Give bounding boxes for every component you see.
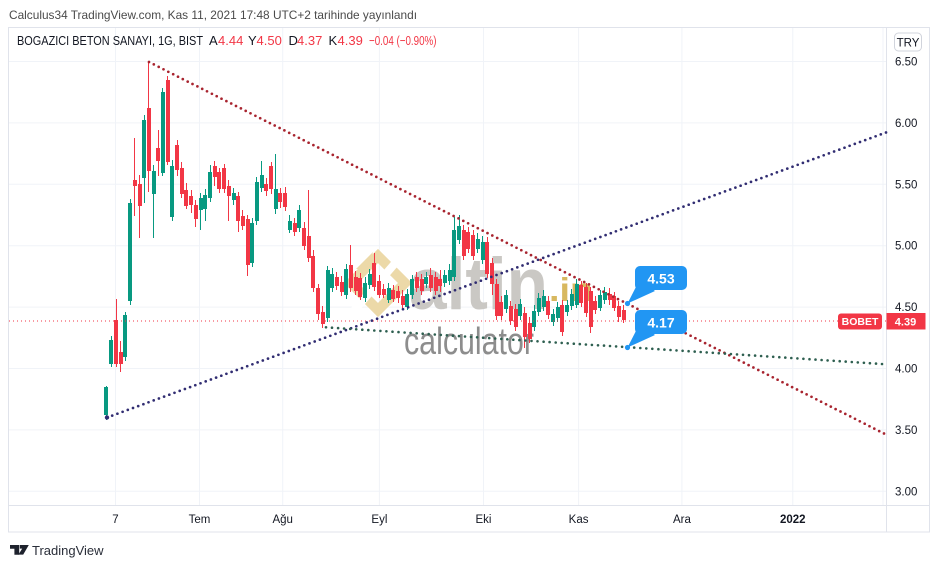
svg-text:Ara: Ara: [673, 514, 692, 526]
svg-text:6.00: 6.00: [895, 118, 917, 130]
svg-text:2022: 2022: [780, 514, 806, 526]
svg-text:TRY: TRY: [897, 38, 920, 50]
svg-text:4.39: 4.39: [895, 317, 916, 329]
svg-text:4.00: 4.00: [895, 364, 917, 376]
svg-text:Y: Y: [248, 33, 257, 48]
svg-text:Calculus34 TradingView.com, Ka: Calculus34 TradingView.com, Kas 11, 2021…: [9, 8, 417, 22]
svg-text:−0.04 (−0.90%): −0.04 (−0.90%): [369, 33, 437, 48]
svg-text:Eki: Eki: [476, 514, 492, 526]
svg-text:4.39: 4.39: [338, 33, 363, 48]
svg-text:BOGAZICI BETON SANAYI, 1G, BIS: BOGAZICI BETON SANAYI, 1G, BIST: [17, 33, 203, 48]
svg-text:4.37: 4.37: [297, 33, 322, 48]
svg-text:3.50: 3.50: [895, 425, 917, 437]
svg-text:K: K: [329, 33, 338, 48]
svg-text:3.00: 3.00: [895, 486, 917, 498]
svg-text:TradingView: TradingView: [32, 543, 104, 558]
svg-text:4.44: 4.44: [218, 33, 243, 48]
svg-text:4.17: 4.17: [647, 315, 674, 331]
svg-text:BOBET: BOBET: [842, 316, 879, 328]
svg-text:5.50: 5.50: [895, 179, 917, 191]
svg-text:Tem: Tem: [189, 514, 211, 526]
svg-text:7: 7: [112, 514, 118, 526]
svg-text:D: D: [289, 33, 298, 48]
svg-text:A: A: [209, 33, 218, 48]
svg-text:Kas: Kas: [569, 514, 589, 526]
svg-text:4.50: 4.50: [895, 302, 917, 314]
svg-text:4.53: 4.53: [647, 271, 674, 287]
svg-text:calculator: calculator: [404, 321, 534, 363]
svg-text:6.50: 6.50: [895, 57, 917, 69]
svg-text:Eyl: Eyl: [371, 514, 387, 526]
svg-text:4.50: 4.50: [257, 33, 282, 48]
svg-text:Ağu: Ağu: [272, 514, 292, 526]
svg-text:5.00: 5.00: [895, 241, 917, 253]
